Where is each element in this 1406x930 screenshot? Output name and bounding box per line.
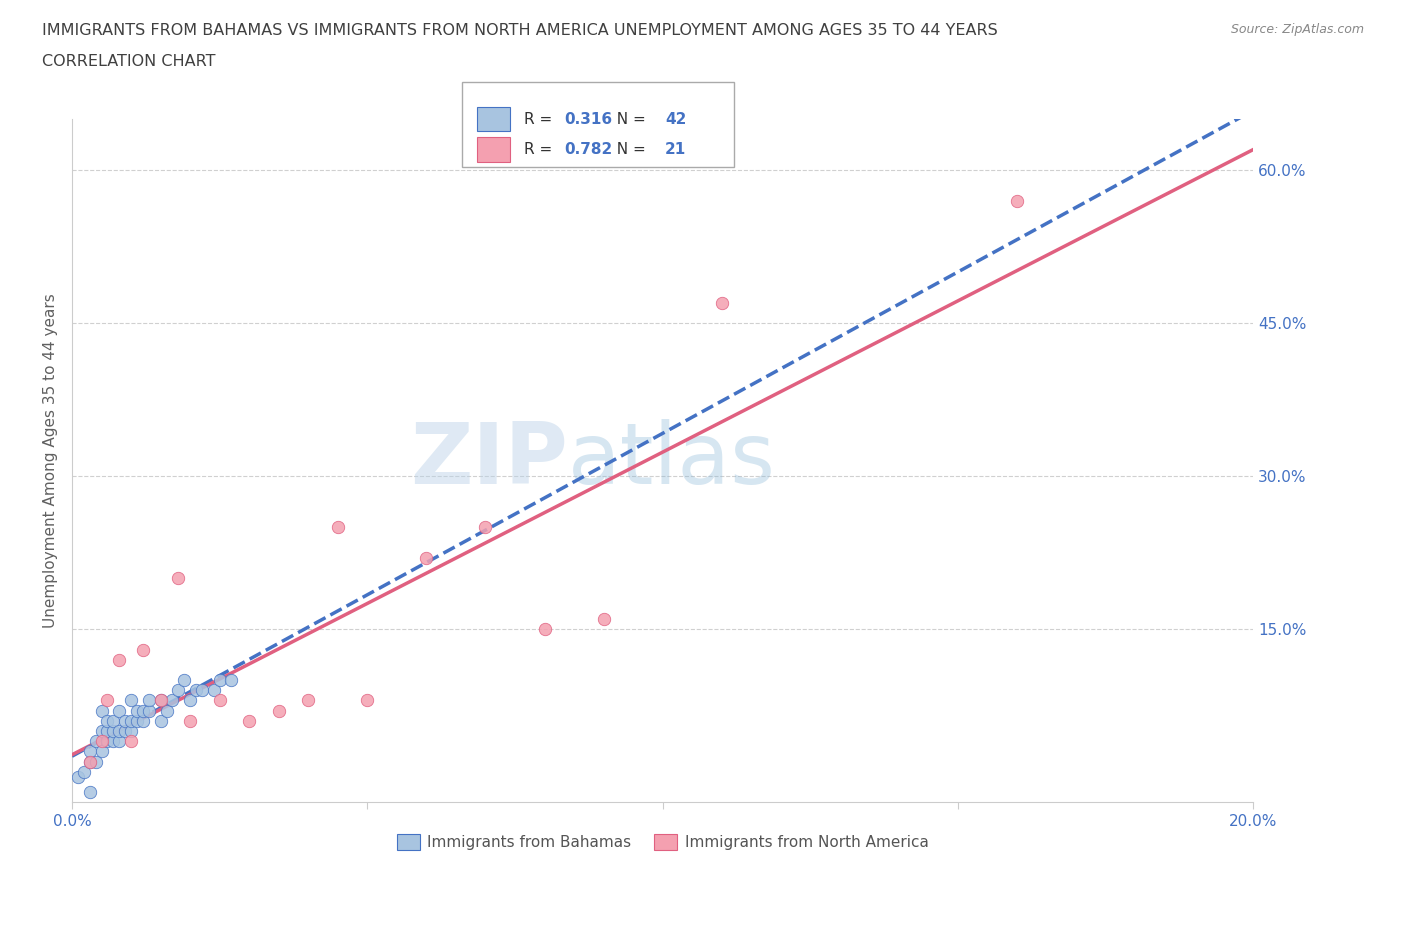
Point [138, 693, 160, 708]
Point [108, 652, 131, 667]
Point [167, 683, 190, 698]
Legend: Immigrants from Bahamas, Immigrants from North America: Immigrants from Bahamas, Immigrants from… [391, 828, 935, 857]
Point [149, 693, 172, 708]
Point [90, 703, 112, 718]
Point [90, 744, 112, 759]
Point [103, 734, 125, 749]
Point [103, 724, 125, 738]
Text: Source: ZipAtlas.com: Source: ZipAtlas.com [1230, 23, 1364, 36]
Point [79, 754, 101, 769]
Point [114, 713, 136, 728]
Text: R =: R = [524, 112, 558, 126]
Point [96, 734, 118, 749]
Text: 0.782: 0.782 [565, 142, 613, 157]
Point [191, 683, 214, 698]
Point [533, 621, 555, 636]
Point [184, 683, 207, 698]
Point [326, 520, 349, 535]
Point [120, 724, 142, 738]
Point [132, 703, 155, 718]
Point [132, 713, 155, 728]
Point [84, 734, 107, 749]
FancyBboxPatch shape [477, 107, 510, 131]
FancyBboxPatch shape [461, 82, 734, 167]
Point [267, 703, 290, 718]
Point [66, 769, 89, 784]
Point [73, 764, 96, 779]
Point [167, 571, 190, 586]
Point [132, 642, 155, 657]
Point [162, 693, 184, 708]
Point [208, 693, 231, 708]
Text: N =: N = [607, 112, 651, 126]
Point [202, 683, 225, 698]
Point [173, 672, 195, 687]
Point [208, 672, 231, 687]
Point [120, 693, 142, 708]
Point [125, 703, 148, 718]
Point [96, 724, 118, 738]
Text: ZIP: ZIP [411, 419, 568, 502]
Point [474, 520, 496, 535]
Point [125, 713, 148, 728]
Point [1005, 193, 1028, 208]
Point [90, 724, 112, 738]
Text: atlas: atlas [568, 419, 776, 502]
Point [108, 734, 131, 749]
Point [710, 296, 733, 311]
Point [155, 703, 177, 718]
Point [108, 703, 131, 718]
Point [221, 672, 243, 687]
Text: 42: 42 [665, 112, 686, 126]
Point [149, 693, 172, 708]
Point [238, 713, 260, 728]
Point [96, 693, 118, 708]
Point [103, 713, 125, 728]
Text: IMMIGRANTS FROM BAHAMAS VS IMMIGRANTS FROM NORTH AMERICA UNEMPLOYMENT AMONG AGES: IMMIGRANTS FROM BAHAMAS VS IMMIGRANTS FR… [42, 23, 998, 38]
Point [356, 693, 378, 708]
Text: CORRELATION CHART: CORRELATION CHART [42, 54, 215, 69]
Point [592, 612, 614, 627]
Point [138, 703, 160, 718]
Point [108, 724, 131, 738]
Point [114, 724, 136, 738]
Point [90, 734, 112, 749]
Point [415, 551, 437, 565]
Y-axis label: Unemployment Among Ages 35 to 44 years: Unemployment Among Ages 35 to 44 years [44, 294, 58, 629]
Point [79, 785, 101, 800]
Point [149, 713, 172, 728]
Text: N =: N = [607, 142, 651, 157]
Text: R =: R = [524, 142, 558, 157]
Point [79, 744, 101, 759]
Point [120, 734, 142, 749]
Point [96, 713, 118, 728]
FancyBboxPatch shape [477, 138, 510, 162]
Point [120, 713, 142, 728]
Point [79, 754, 101, 769]
Text: 21: 21 [665, 142, 686, 157]
Point [179, 713, 201, 728]
Text: 0.316: 0.316 [565, 112, 613, 126]
Point [84, 754, 107, 769]
Point [297, 693, 319, 708]
Point [179, 693, 201, 708]
